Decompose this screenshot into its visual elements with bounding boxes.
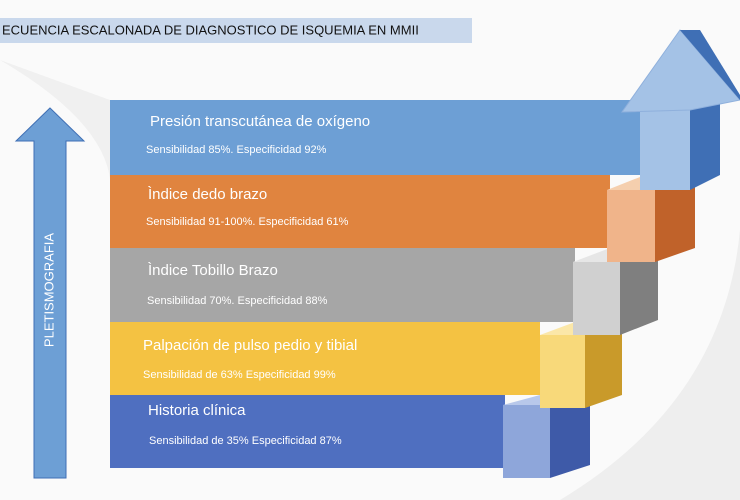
step-detail: Sensibilidad de 35% Especificidad 87% — [149, 435, 342, 447]
swoosh — [560, 150, 740, 500]
side-label: PLETISMOGRAFIA — [41, 233, 56, 347]
step-band — [110, 175, 610, 248]
stair-front — [503, 405, 550, 478]
arrow-head-side — [680, 30, 740, 100]
step-title: Ìndice Tobillo Brazo — [148, 262, 278, 279]
stair-side — [655, 175, 695, 262]
step-detail: Sensibilidad 91-100%. Especificidad 61% — [146, 216, 349, 228]
step-title: Historia clínica — [148, 402, 246, 419]
swoosh — [0, 60, 111, 200]
step-band — [110, 395, 505, 468]
step-band — [110, 100, 640, 175]
stair-front — [540, 335, 585, 408]
stair-front — [607, 190, 655, 262]
arrow-side — [690, 100, 720, 190]
step-title: Ìndice dedo brazo — [148, 186, 267, 203]
stair-front — [573, 262, 620, 335]
arrow-head — [621, 29, 740, 113]
step-title: Palpación de pulso pedio y tibial — [143, 337, 357, 354]
step-detail: Sensibilidad 70%. Especificidad 88% — [147, 295, 328, 307]
step-band — [110, 322, 540, 395]
step-title: Presión transcutánea de oxígeno — [150, 113, 370, 130]
step-detail: Sensibilidad de 63% Especificidad 99% — [143, 369, 336, 381]
step-detail: Sensibilidad 85%. Especificidad 92% — [146, 144, 327, 156]
side-arrow — [14, 107, 86, 479]
stair-side — [620, 248, 658, 335]
stair-side — [550, 395, 590, 478]
step-band — [110, 248, 575, 322]
arrow-shaft — [640, 110, 690, 190]
stair-side — [585, 322, 622, 408]
title: ECUENCIA ESCALONADA DE DIAGNOSTICO DE IS… — [2, 22, 419, 37]
title-bar — [0, 18, 472, 43]
